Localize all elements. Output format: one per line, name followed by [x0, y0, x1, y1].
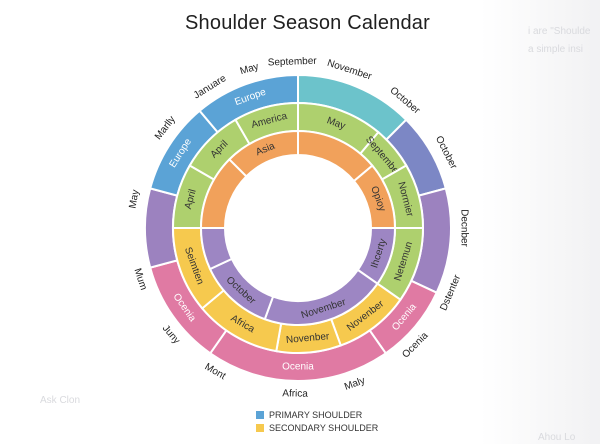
diagram-title: Shoulder Season Calendar — [185, 12, 430, 34]
legend: PRIMARY SHOULDER SECONDARY SHOULDER — [256, 408, 378, 434]
middle-ring-label: Novenber — [286, 331, 331, 346]
outer-month-label: Mont — [203, 361, 228, 382]
outer-month-label: May — [127, 189, 141, 210]
inner-ring-segment — [227, 129, 299, 178]
outer-month-label: May — [239, 61, 260, 77]
outer-month-label: Africa — [282, 388, 308, 399]
background-text: i are "Shoulde — [528, 26, 591, 37]
outer-ring-label: Ocenia — [282, 362, 314, 373]
background-text: Ask Clon — [40, 395, 81, 406]
outer-month-label: Decnber — [459, 209, 470, 247]
outer-month-label: Maly — [343, 375, 367, 393]
middle-ring: MaySeptemberNormierNetemunNovenberNovenb… — [171, 101, 425, 354]
legend-label-primary: PRIMARY SHOULDER — [269, 409, 363, 420]
outer-month-label: Mum — [131, 267, 148, 292]
middle-ring-label: April — [183, 188, 199, 210]
background-fade — [480, 0, 600, 444]
legend-item-secondary: SECONDARY SHOULDER — [256, 421, 378, 434]
legend-swatch-primary — [256, 410, 264, 419]
background-text: a simple insi — [528, 44, 584, 55]
background-text: Ahou Lo — [538, 432, 576, 443]
legend-label-secondary: SECONDARY SHOULDER — [269, 422, 379, 433]
outer-month-label: Juny — [160, 323, 182, 346]
legend-swatch-secondary — [256, 423, 264, 432]
outer-month-label: September — [268, 56, 318, 69]
legend-item-primary: PRIMARY SHOULDER — [256, 408, 378, 421]
